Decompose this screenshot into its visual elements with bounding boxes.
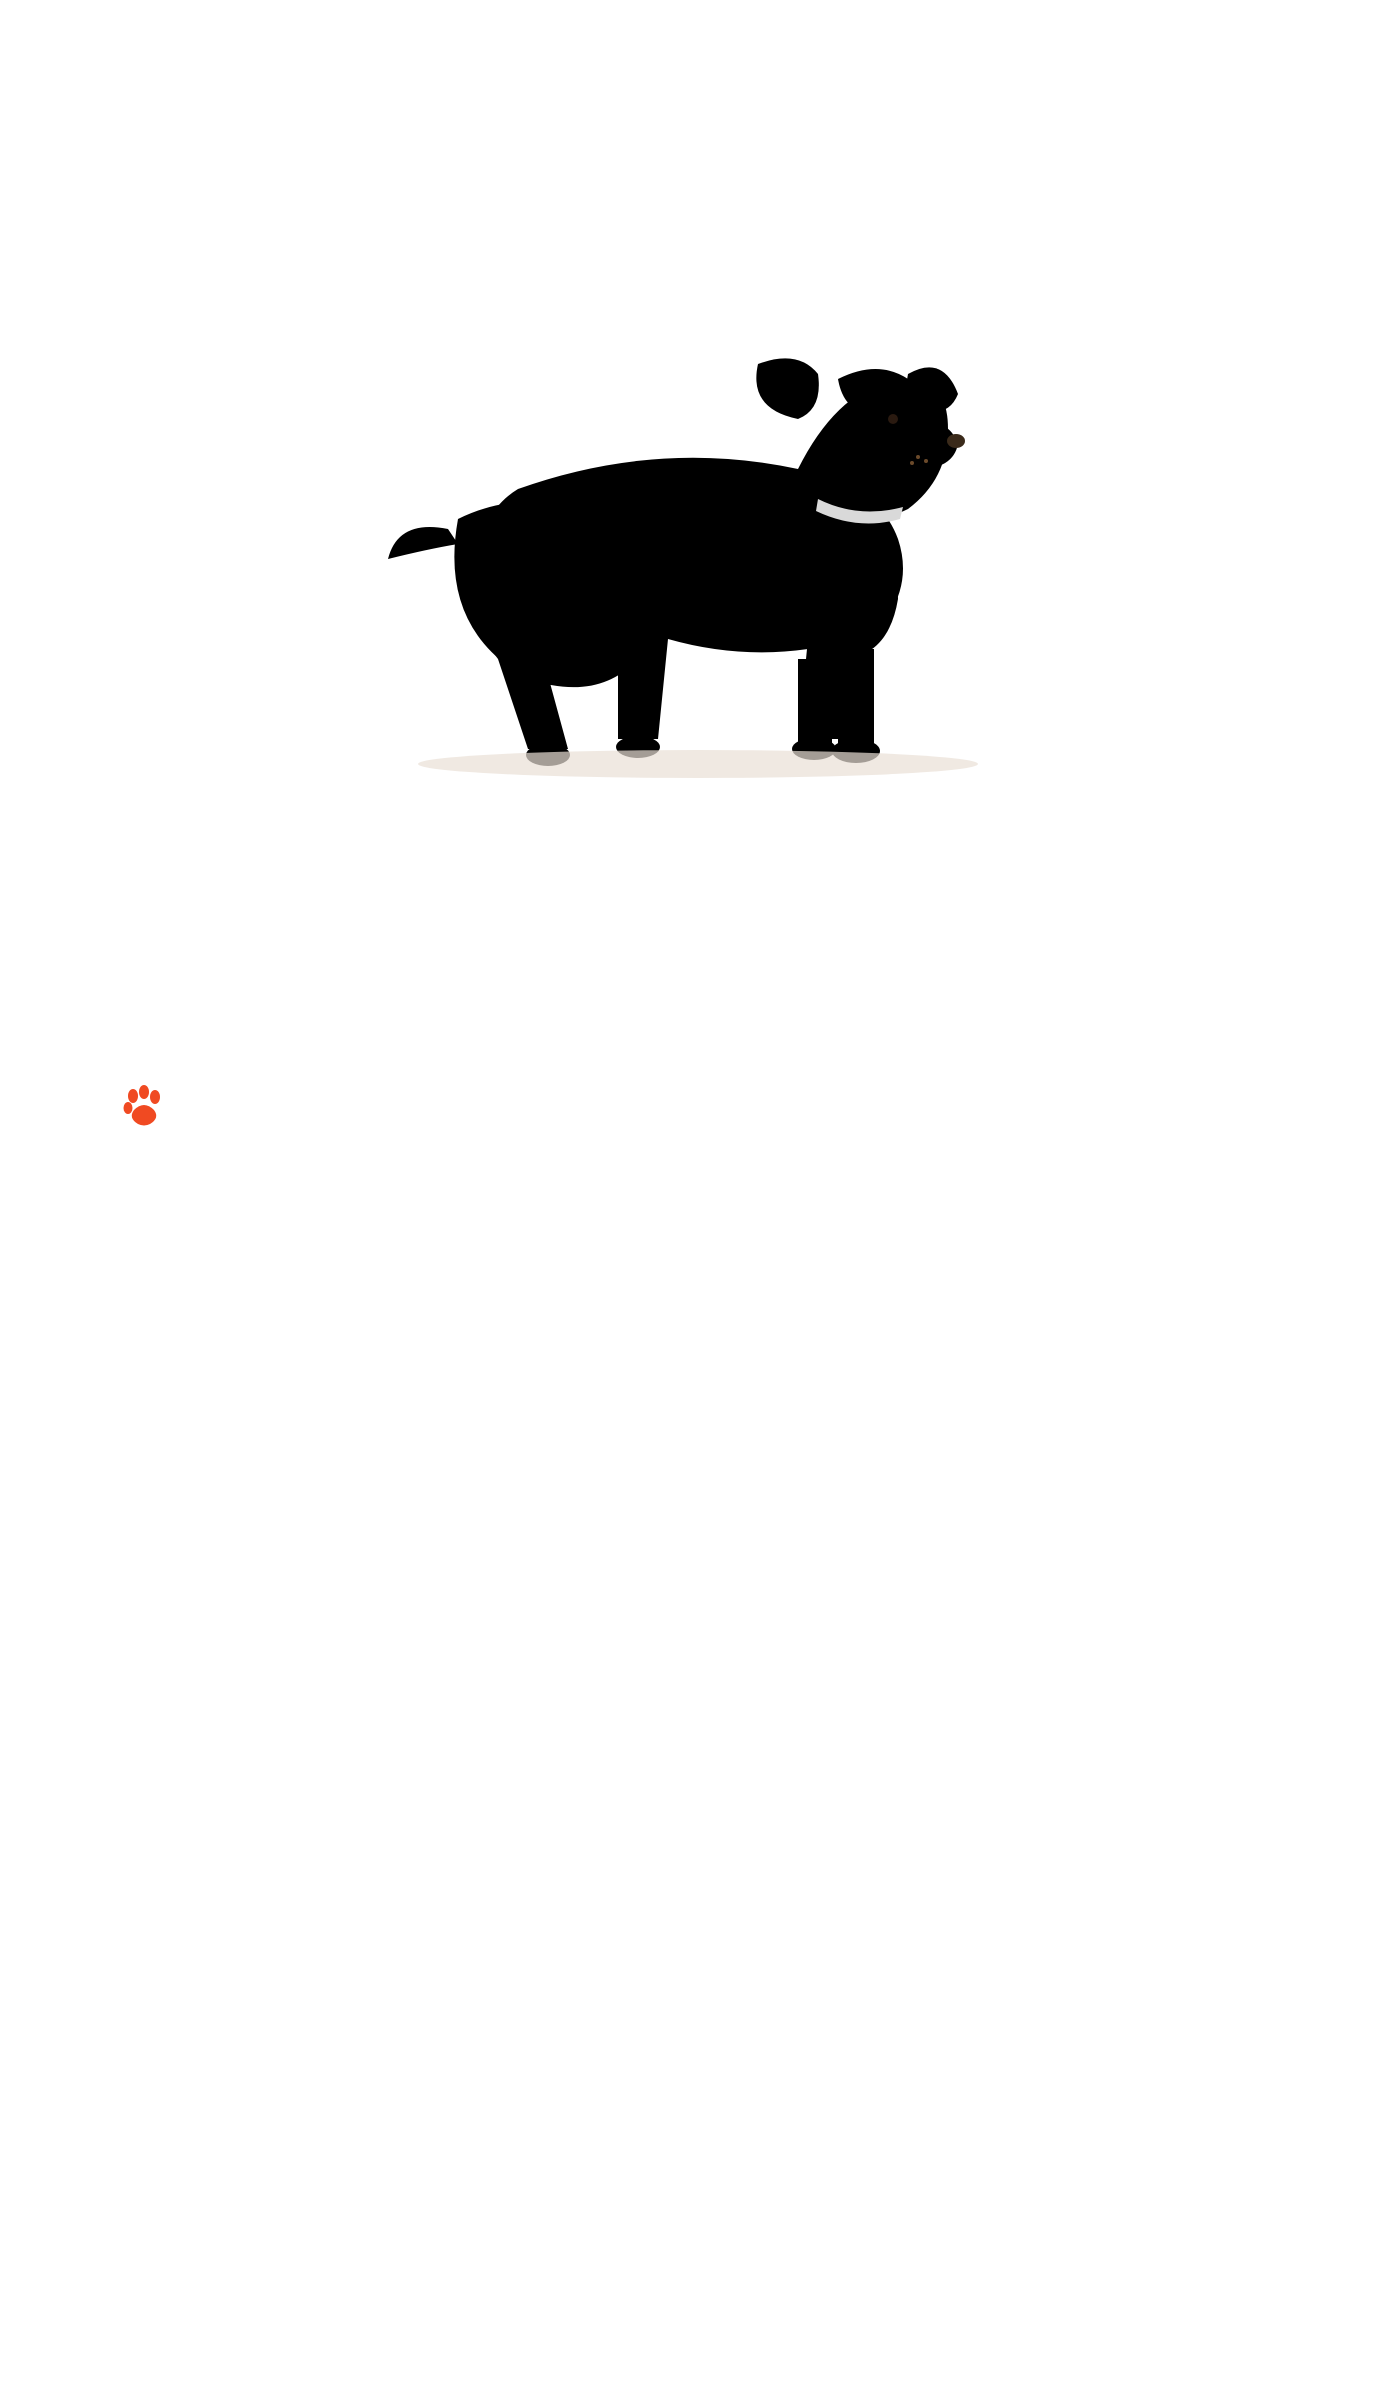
header-band bbox=[60, 60, 1335, 215]
longevity-text bbox=[130, 955, 1265, 988]
brand-block bbox=[120, 1084, 176, 1134]
page-title bbox=[100, 110, 1295, 165]
dog-illustration bbox=[98, 259, 1298, 859]
subtitle-band bbox=[60, 215, 1335, 261]
dog-diagram bbox=[60, 261, 1335, 881]
longevity-callout bbox=[60, 881, 1335, 1038]
paw-icon bbox=[120, 1084, 166, 1130]
footer bbox=[60, 1038, 1335, 1174]
